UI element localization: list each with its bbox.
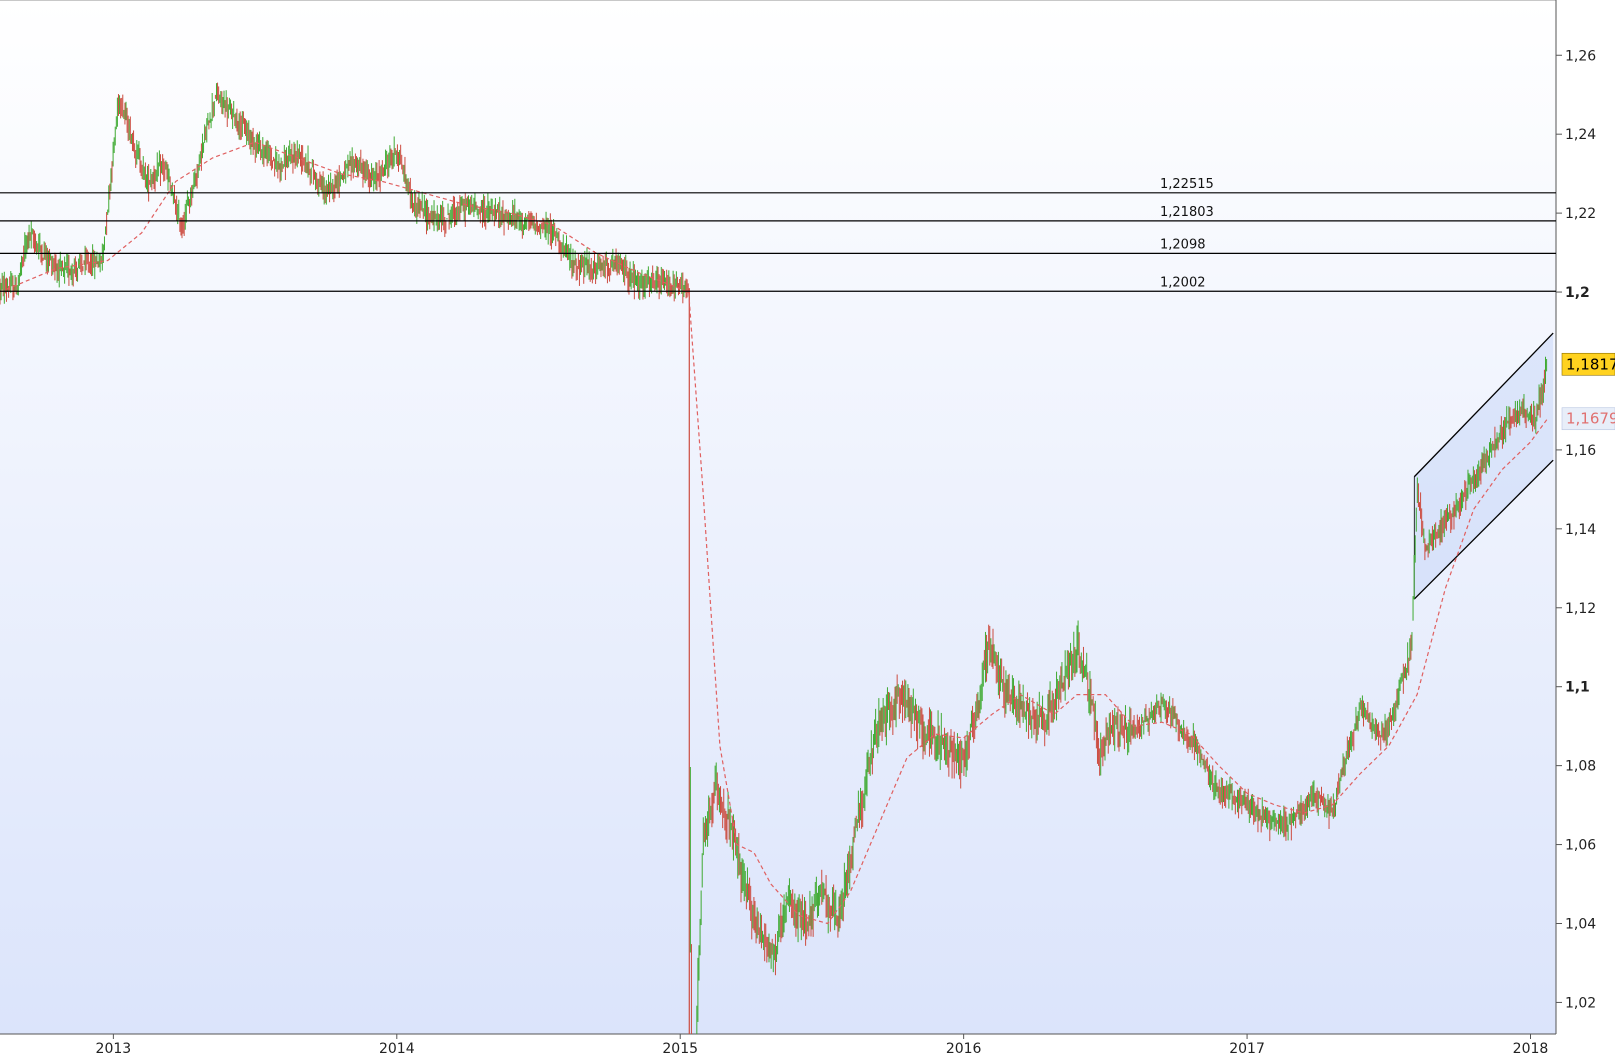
moving-average-series — [0, 141, 1548, 925]
y-tick-label: 1,24 — [1565, 127, 1596, 143]
y-tick-label: 1,26 — [1565, 48, 1596, 64]
y-tick-label: 1,2 — [1565, 285, 1590, 301]
channel-upper-line — [1413, 332, 1554, 478]
x-tick-label: 2015 — [662, 1041, 698, 1057]
y-tick-label: 1,1 — [1565, 680, 1590, 696]
y-tick-label: 1,06 — [1565, 838, 1596, 854]
level-label: 1,21803 — [1160, 205, 1214, 220]
last-price-badge — [1561, 352, 1615, 376]
x-tick-label: 2017 — [1229, 1041, 1265, 1057]
x-tick-label: 2014 — [379, 1041, 415, 1057]
y-tick-label: 1,14 — [1565, 522, 1596, 538]
ma-value-label: 1,1679 — [1566, 410, 1615, 428]
y-tick-label: 1,02 — [1565, 995, 1596, 1011]
y-tick-label: 1,16 — [1565, 443, 1596, 459]
level-label: 1,2002 — [1160, 275, 1206, 290]
price-badges: 1,1817 1,1679 — [1561, 352, 1615, 431]
y-tick-label: 1,04 — [1565, 916, 1596, 932]
ma-value-badge — [1561, 407, 1615, 431]
bottom-axis-panel — [0, 1034, 1615, 1059]
y-tick-label: 1,12 — [1565, 601, 1596, 617]
x-tick-label: 2016 — [946, 1041, 982, 1057]
right-axis-panel — [1556, 0, 1615, 1059]
candlestick-series — [0, 82, 1548, 1034]
x-tick-label: 2018 — [1513, 1041, 1549, 1057]
last-price-label: 1,1817 — [1566, 355, 1615, 373]
plot-background — [0, 0, 1556, 1034]
x-tick-label: 2013 — [96, 1041, 132, 1057]
y-tick-label: 1,08 — [1565, 759, 1596, 775]
moving-average-line — [0, 141, 1548, 925]
x-axis: 2013 2014 2015 2016 2017 2018 — [96, 1034, 1549, 1057]
y-axis: 1,02 1,04 1,06 1,08 1,1 1,12 1,14 1,16 1,2 1,22 1,… — [1556, 48, 1596, 1011]
level-label: 1,22515 — [1160, 177, 1214, 192]
horizontal-levels: 1,22515 1,21803 1,2098 1,2002 — [0, 177, 1556, 292]
level-label: 1,2098 — [1160, 237, 1206, 252]
y-tick-label: 1,22 — [1565, 206, 1596, 222]
channel-lower-line — [1413, 459, 1554, 600]
